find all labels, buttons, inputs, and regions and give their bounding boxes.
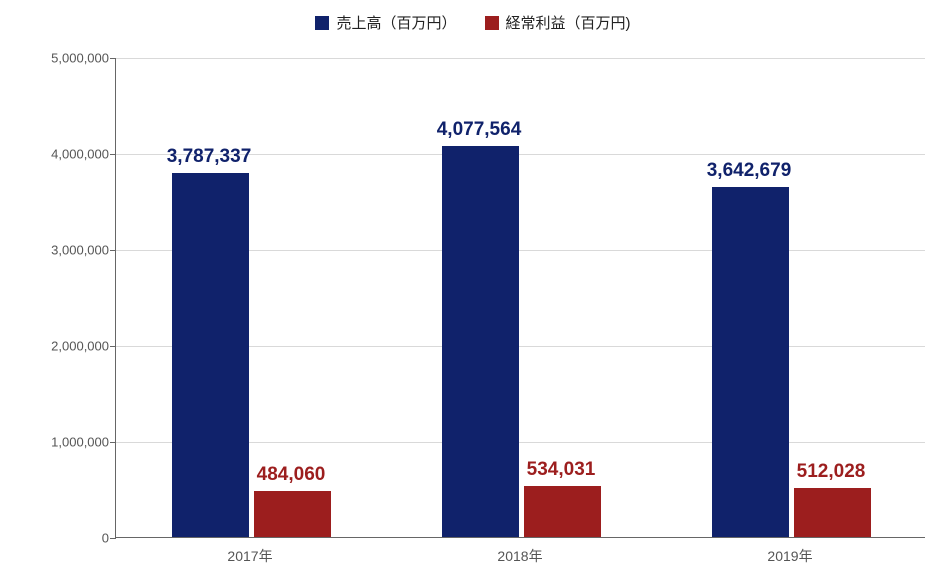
- data-label-series-0: 3,787,337: [167, 146, 252, 168]
- bar-series-0: [172, 173, 249, 537]
- y-tick-mark: [110, 250, 116, 251]
- legend-swatch-series-0: [315, 16, 329, 30]
- x-tick-label: 2019年: [767, 546, 812, 566]
- grid-line: [116, 58, 925, 59]
- y-tick-mark: [110, 58, 116, 59]
- bar-chart: 売上高（百万円） 経常利益（百万円) 0 1,000,000 2,000,000 3,…: [0, 0, 946, 585]
- bar-series-0: [442, 146, 519, 537]
- legend-label: 経常利益（百万円): [506, 12, 631, 33]
- data-label-series-1: 484,060: [257, 464, 326, 486]
- x-tick-label: 2017年: [227, 546, 272, 566]
- y-tick-mark: [110, 538, 116, 539]
- legend-label: 売上高（百万円）: [336, 12, 456, 33]
- x-tick-label: 2018年: [497, 546, 542, 566]
- data-label-series-1: 512,028: [797, 461, 866, 483]
- bar-series-1: [524, 486, 601, 537]
- bar-series-1: [794, 488, 871, 537]
- legend-item: 売上高（百万円）: [315, 12, 456, 33]
- bar-series-0: [712, 187, 789, 537]
- data-label-series-0: 3,642,679: [707, 160, 792, 182]
- y-tick-mark: [110, 442, 116, 443]
- y-tick-label: 5,000,000: [9, 51, 109, 66]
- legend-swatch-series-1: [485, 16, 499, 30]
- y-tick-label: 1,000,000: [9, 435, 109, 450]
- y-tick-label: 4,000,000: [9, 147, 109, 162]
- data-label-series-0: 4,077,564: [437, 119, 522, 141]
- y-tick-label: 2,000,000: [9, 339, 109, 354]
- y-tick-mark: [110, 346, 116, 347]
- legend: 売上高（百万円） 経常利益（百万円): [0, 12, 946, 33]
- y-tick-label: 0: [9, 531, 109, 546]
- legend-item: 経常利益（百万円): [485, 12, 631, 33]
- data-label-series-1: 534,031: [527, 459, 596, 481]
- bar-series-1: [254, 491, 331, 537]
- y-tick-label: 3,000,000: [9, 243, 109, 258]
- y-tick-mark: [110, 154, 116, 155]
